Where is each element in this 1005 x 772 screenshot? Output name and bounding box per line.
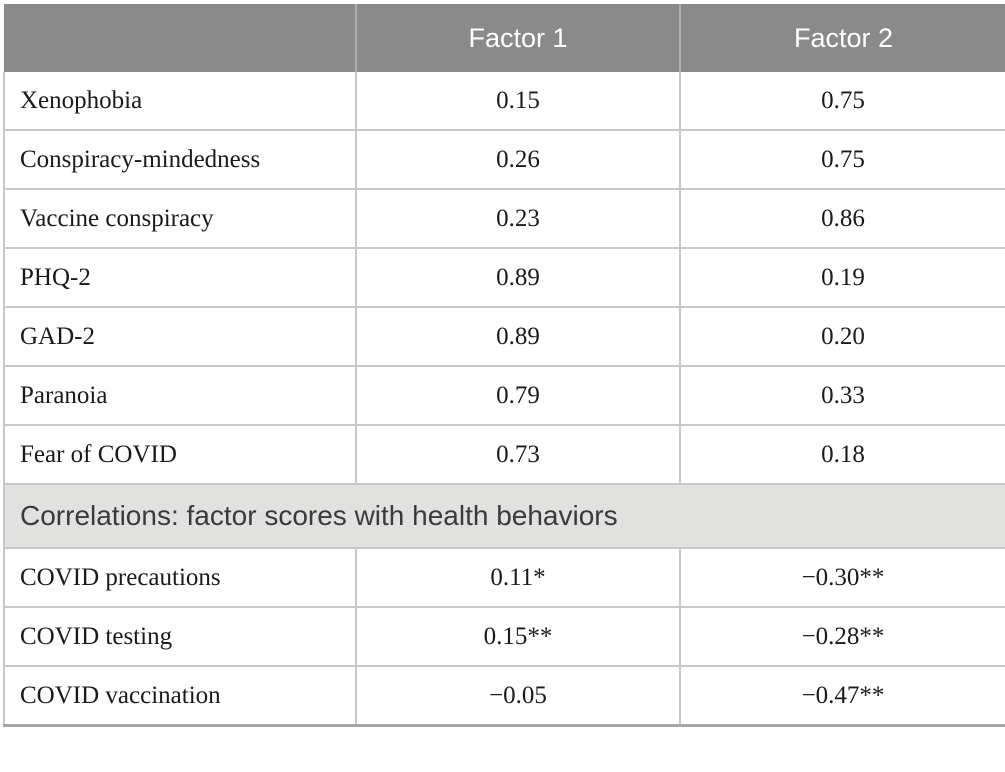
header-cell-factor2: Factor 2: [679, 4, 1005, 72]
factor1-value: 0.23: [355, 188, 681, 249]
header-cell-empty: [4, 4, 356, 72]
row-label: Conspiracy-mindedness: [3, 129, 357, 190]
factor1-value: 0.73: [355, 424, 681, 485]
factor2-value: −0.47**: [679, 665, 1005, 727]
row-label: PHQ-2: [3, 247, 357, 308]
row-label: COVID testing: [3, 606, 357, 667]
factor1-value: 0.26: [355, 129, 681, 190]
table-row: Paranoia 0.79 0.33: [3, 365, 1005, 426]
factor2-value: 0.33: [679, 365, 1005, 426]
table-row: Fear of COVID 0.73 0.18: [3, 424, 1005, 485]
section-header-body: Correlations: factor scores with health …: [3, 484, 1005, 549]
table-row: Conspiracy-mindedness 0.26 0.75: [3, 129, 1005, 190]
section-header-label: Correlations: factor scores with health …: [3, 484, 1005, 549]
factor2-value: 0.86: [679, 188, 1005, 249]
factor1-value: 0.11*: [355, 548, 681, 608]
table-header: Factor 1 Factor 2: [4, 4, 1005, 72]
factor1-value: 0.79: [355, 365, 681, 426]
table-row: Xenophobia 0.15 0.75: [3, 72, 1005, 131]
table-row: GAD-2 0.89 0.20: [3, 306, 1005, 367]
factor1-value: 0.89: [355, 306, 681, 367]
factor1-value: 0.15**: [355, 606, 681, 667]
factor1-value: 0.89: [355, 247, 681, 308]
factor2-value: 0.75: [679, 72, 1005, 131]
factor2-value: −0.28**: [679, 606, 1005, 667]
header-cell-factor1: Factor 1: [355, 4, 680, 72]
row-label: Xenophobia: [3, 72, 357, 131]
row-label: COVID vaccination: [3, 665, 357, 727]
row-label: GAD-2: [3, 306, 357, 367]
table-row: Vaccine conspiracy 0.23 0.86: [3, 188, 1005, 249]
factor2-value: 0.18: [679, 424, 1005, 485]
row-label: Vaccine conspiracy: [3, 188, 357, 249]
section-header-row: Correlations: factor scores with health …: [3, 484, 1005, 549]
row-label: Fear of COVID: [3, 424, 357, 485]
row-label: COVID precautions: [3, 548, 357, 608]
factor2-value: 0.75: [679, 129, 1005, 190]
correlations-section: COVID precautions 0.11* −0.30** COVID testi…: [3, 548, 1005, 727]
factor1-value: 0.15: [355, 72, 681, 131]
factor-loadings-table: Factor 1 Factor 2 Xenophobia 0.15 0.75 Cons…: [3, 4, 1005, 727]
table-row: PHQ-2 0.89 0.19: [3, 247, 1005, 308]
factor2-value: 0.19: [679, 247, 1005, 308]
loadings-section: Xenophobia 0.15 0.75 Conspiracy-mindedness 0…: [3, 72, 1005, 485]
table-row: COVID precautions 0.11* −0.30**: [3, 548, 1005, 608]
header-row: Factor 1 Factor 2: [4, 4, 1005, 72]
row-label: Paranoia: [3, 365, 357, 426]
factor2-value: −0.30**: [679, 548, 1005, 608]
table-row: COVID testing 0.15** −0.28**: [3, 606, 1005, 667]
factor-table: Factor 1 Factor 2 Xenophobia 0.15 0.75 Cons…: [3, 4, 1005, 727]
factor2-value: 0.20: [679, 306, 1005, 367]
factor1-value: −0.05: [355, 665, 681, 727]
table-row: COVID vaccination −0.05 −0.47**: [3, 665, 1005, 727]
